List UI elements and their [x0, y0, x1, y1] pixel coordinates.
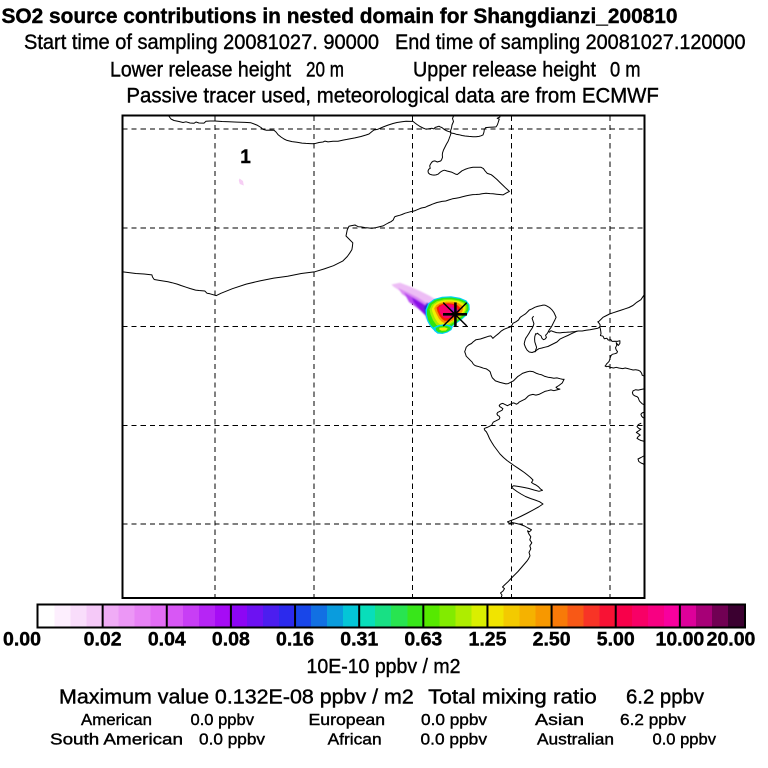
- svg-text:0.31: 0.31: [340, 629, 378, 651]
- svg-text:1: 1: [240, 147, 251, 168]
- svg-text:1.25: 1.25: [469, 629, 507, 651]
- svg-text:10E-10 ppbv / m2: 10E-10 ppbv / m2: [307, 655, 461, 678]
- svg-text:European: European: [309, 712, 386, 729]
- svg-text:0.0 ppbv: 0.0 ppbv: [421, 712, 487, 729]
- svg-text:Total mixing ratio: Total mixing ratio: [428, 686, 597, 708]
- svg-text:Asian: Asian: [535, 712, 584, 729]
- svg-text:20.00: 20.00: [707, 629, 756, 651]
- svg-text:Lower release height: Lower release height: [110, 58, 291, 81]
- svg-text:0.0 ppbv: 0.0 ppbv: [191, 712, 255, 729]
- svg-text:0.08: 0.08: [212, 629, 250, 651]
- svg-text:Australian: Australian: [537, 732, 614, 749]
- svg-text:6.2 ppbv: 6.2 ppbv: [620, 712, 686, 729]
- svg-text:0.63: 0.63: [404, 629, 442, 651]
- svg-text:South American: South American: [50, 732, 183, 749]
- svg-text:End time of sampling 20081027.: End time of sampling 20081027.120000: [395, 31, 746, 54]
- svg-text:Maximum value 0.132E-08 ppbv: Maximum value 0.132E-08 ppbv / m2: [59, 686, 414, 708]
- svg-text:0.16: 0.16: [276, 629, 314, 651]
- svg-text:2.50: 2.50: [533, 629, 571, 651]
- svg-text:0.04: 0.04: [148, 629, 186, 651]
- svg-text:SO2 source contributions in ne: SO2 source contributions in nested domai…: [2, 5, 678, 28]
- svg-text:African: African: [328, 732, 382, 749]
- svg-text:6.2 ppbv: 6.2 ppbv: [626, 686, 704, 708]
- svg-text:0.0 ppbv: 0.0 ppbv: [653, 732, 717, 749]
- svg-text:0.00: 0.00: [3, 629, 41, 651]
- svg-text:5.00: 5.00: [597, 629, 635, 651]
- svg-text:10.00: 10.00: [655, 629, 704, 651]
- svg-text:Passive tracer used, meteorolo: Passive tracer used, meteorological data…: [126, 84, 659, 107]
- svg-text:Start time of sampling 2008102: Start time of sampling 20081027. 90000: [24, 31, 379, 54]
- svg-text:0 m: 0 m: [610, 58, 641, 81]
- svg-text:0.02: 0.02: [84, 629, 122, 651]
- svg-text:20 m: 20 m: [306, 58, 344, 81]
- svg-text:Upper release height: Upper release height: [413, 58, 596, 81]
- svg-text:American: American: [81, 712, 152, 729]
- svg-text:0.0 ppbv: 0.0 ppbv: [421, 732, 488, 749]
- svg-text:0.0 ppbv: 0.0 ppbv: [199, 732, 265, 749]
